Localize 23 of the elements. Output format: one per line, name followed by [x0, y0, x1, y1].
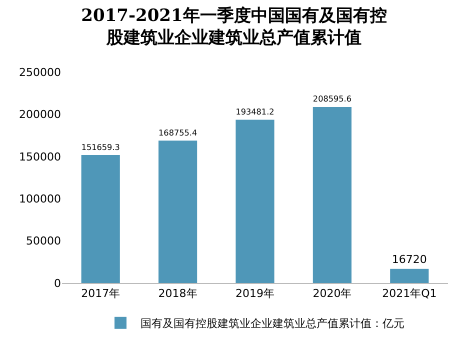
- bar: [312, 106, 352, 283]
- y-tick-label: 150000: [19, 150, 61, 164]
- bar: [390, 268, 429, 283]
- x-tick-label: 2019年: [236, 287, 274, 300]
- bar: [158, 140, 198, 283]
- y-tick-label: 0: [54, 276, 61, 290]
- chart-title: 2017-2021年一季度中国国有及国有控股建筑业企业建筑业总产值累计值: [81, 6, 387, 48]
- bar: [236, 120, 274, 283]
- x-tick-label: 2021年Q1: [382, 287, 437, 300]
- y-tick-label: 100000: [19, 192, 61, 206]
- y-tick-label: 50000: [26, 234, 61, 248]
- x-tick-label: 2018年: [158, 287, 198, 300]
- x-tick-label: 2017年: [81, 287, 120, 300]
- y-tick-label: 250000: [19, 66, 61, 79]
- data-label: 168755.4: [158, 127, 198, 138]
- bar: [81, 155, 120, 283]
- data-label: 193481.2: [236, 106, 274, 116]
- data-label: 208595.6: [312, 94, 352, 104]
- x-tick-label: 2020年: [312, 287, 352, 300]
- data-label: 151659.3: [81, 142, 120, 152]
- data-label: 16720: [392, 252, 427, 266]
- y-tick-label: 200000: [19, 108, 61, 122]
- legend-label: 国有及国有控股建筑业企业建筑业总产值累计值：亿元: [140, 317, 404, 330]
